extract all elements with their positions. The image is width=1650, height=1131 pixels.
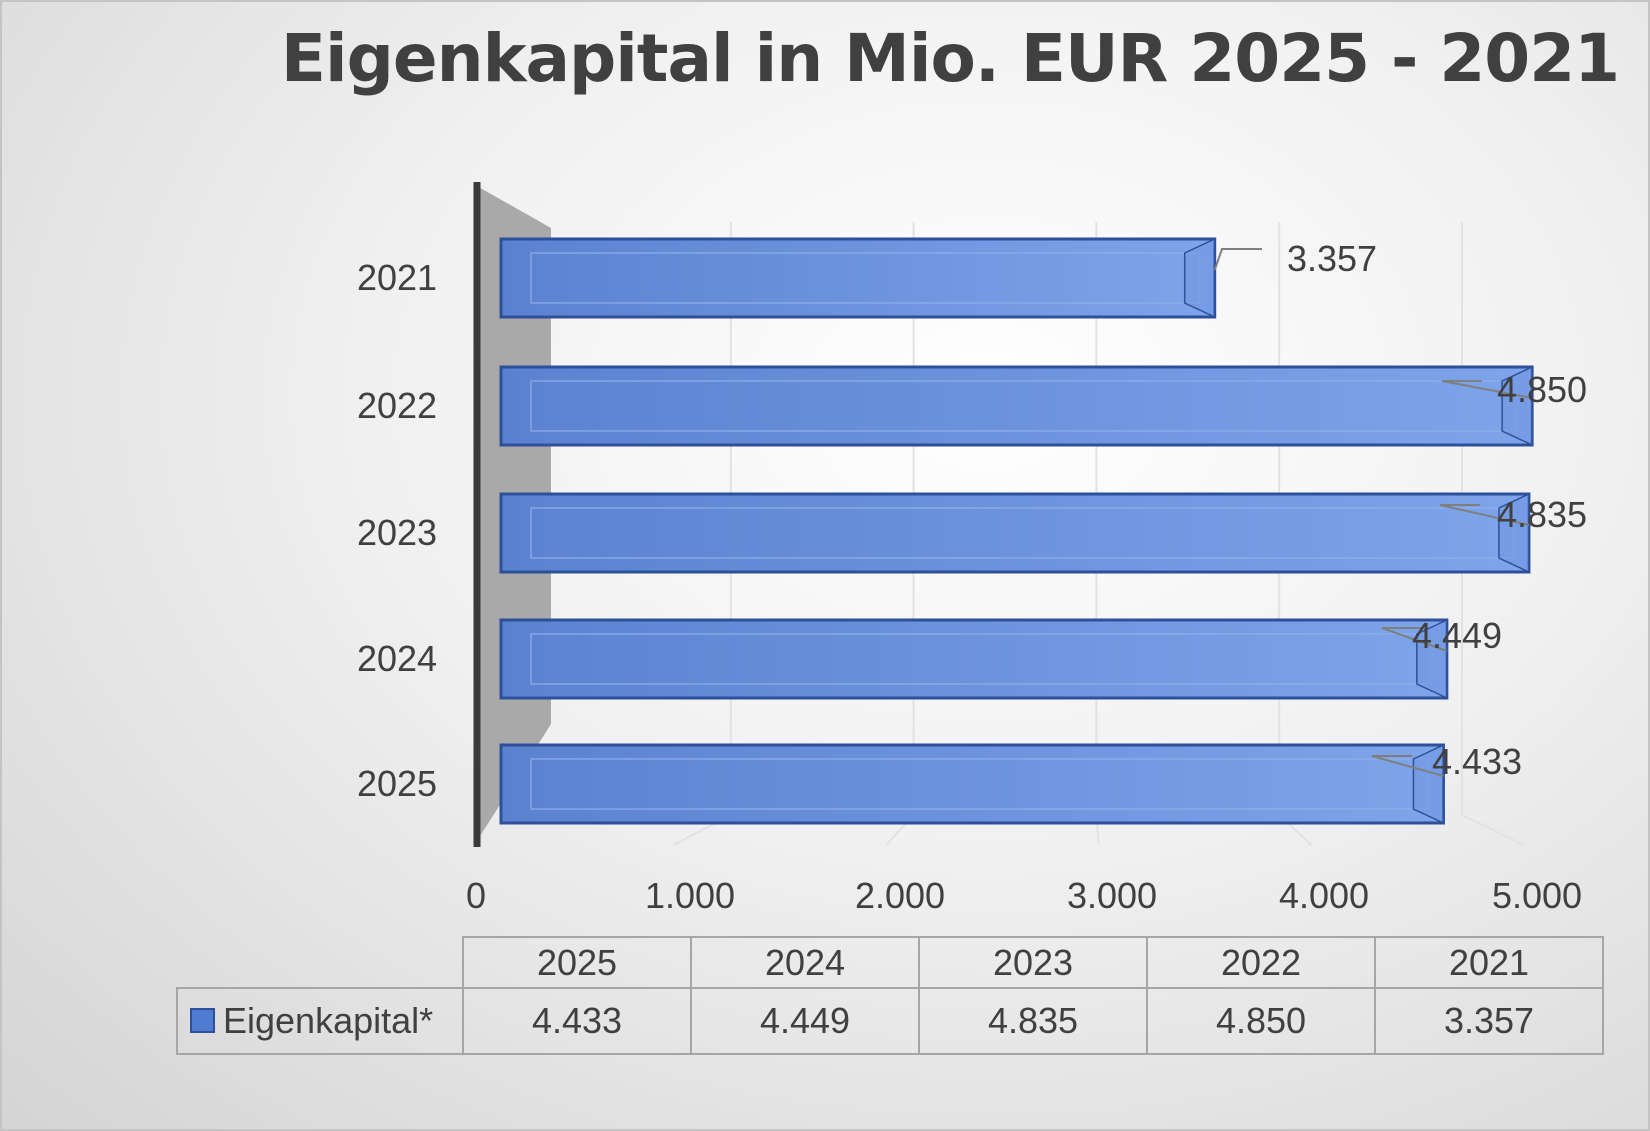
leader-line bbox=[1441, 380, 1533, 399]
data-table-cell: 4.433 bbox=[462, 987, 692, 1055]
chart-title: Eigenkapital in Mio. EUR 2025 - 2021 bbox=[280, 20, 1620, 97]
bar bbox=[499, 618, 1449, 700]
tick-label: 0 bbox=[466, 875, 486, 916]
data-table-header: 2021 bbox=[1374, 936, 1604, 989]
category-axis-labels: 2025 2024 2023 2022 2021 bbox=[357, 257, 437, 804]
leader-line bbox=[1371, 755, 1444, 777]
bar-front-face bbox=[499, 365, 1534, 447]
data-labels: 4.433 4.449 4.835 4.850 3.357 bbox=[1213, 238, 1587, 782]
category-label: 2022 bbox=[357, 385, 437, 426]
bar-series bbox=[499, 237, 1534, 825]
data-table-cell: 4.850 bbox=[1146, 987, 1376, 1055]
tick-label: 1.000 bbox=[645, 875, 735, 916]
category-label: 2023 bbox=[357, 512, 437, 553]
data-label: 4.850 bbox=[1497, 369, 1587, 410]
bar-end-cap bbox=[1501, 365, 1533, 447]
category-label: 2024 bbox=[357, 638, 437, 679]
data-table-cell: 3.357 bbox=[1374, 987, 1604, 1055]
data-table-corner bbox=[177, 937, 464, 989]
leader-line bbox=[1439, 504, 1530, 526]
bar-end-cap bbox=[1412, 743, 1445, 825]
bar-front-face bbox=[499, 492, 1531, 574]
legend-label: Eigenkapital* bbox=[223, 1000, 434, 1041]
tick-label: 3.000 bbox=[1067, 875, 1157, 916]
data-table-header: 2024 bbox=[690, 936, 920, 989]
data-label: 4.449 bbox=[1412, 615, 1502, 656]
tick-label: 4.000 bbox=[1279, 875, 1369, 916]
value-axis-labels: 0 1.000 2.000 3.000 4.000 5.000 bbox=[466, 875, 1582, 916]
legend-entry: Eigenkapital* bbox=[176, 987, 464, 1055]
bar-front-face bbox=[499, 618, 1449, 700]
leader-line bbox=[1381, 627, 1448, 652]
tick-label: 2.000 bbox=[855, 875, 945, 916]
bar-front-face bbox=[499, 237, 1217, 319]
leader-line bbox=[1213, 248, 1262, 271]
data-label: 4.433 bbox=[1432, 741, 1522, 782]
data-table-header: 2023 bbox=[918, 936, 1148, 989]
bar-end-cap bbox=[1183, 237, 1216, 319]
tick-label: 5.000 bbox=[1492, 875, 1582, 916]
bar-end-cap bbox=[1416, 618, 1448, 700]
bar bbox=[499, 743, 1445, 825]
data-table: 2025 2024 2023 2022 2021 Eigenkapital* 4… bbox=[176, 936, 1604, 1055]
bar bbox=[499, 365, 1534, 447]
data-table-value-row: Eigenkapital* 4.433 4.449 4.835 4.850 3.… bbox=[176, 987, 1604, 1055]
category-label: 2025 bbox=[357, 763, 437, 804]
data-label: 3.357 bbox=[1287, 238, 1377, 279]
data-table-header-row: 2025 2024 2023 2022 2021 bbox=[177, 936, 1604, 989]
legend-key-icon bbox=[190, 1007, 215, 1033]
bar bbox=[499, 237, 1217, 319]
data-table-header: 2025 bbox=[462, 936, 692, 989]
bar bbox=[499, 492, 1531, 574]
data-table-header: 2022 bbox=[1146, 936, 1376, 989]
data-label: 4.835 bbox=[1497, 494, 1587, 535]
bar-end-cap bbox=[1498, 492, 1530, 574]
bar-front-face bbox=[499, 743, 1445, 825]
data-table-cell: 4.835 bbox=[918, 987, 1148, 1055]
category-label: 2021 bbox=[357, 257, 437, 298]
data-table-cell: 4.449 bbox=[690, 987, 920, 1055]
